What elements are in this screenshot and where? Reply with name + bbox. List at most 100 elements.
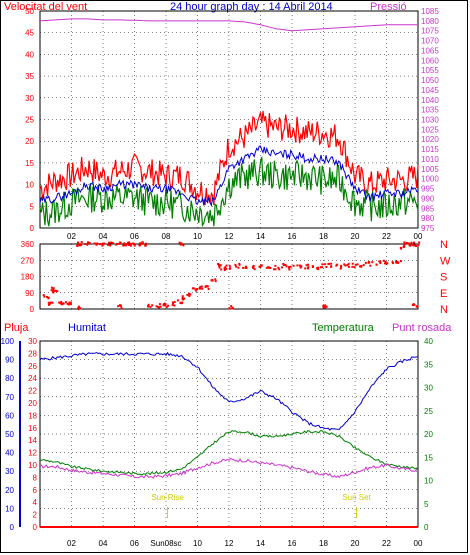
direction-point — [335, 264, 338, 267]
direction-point — [47, 296, 50, 299]
x-tick-label-top: 02 — [67, 232, 76, 241]
dew-point-line — [39, 457, 419, 479]
direction-point — [396, 260, 399, 263]
direction-point — [230, 305, 233, 308]
direction-point — [330, 265, 333, 268]
x-tick-label-top: 08 — [162, 232, 171, 241]
direction-point — [405, 242, 408, 244]
direction-point — [321, 266, 324, 269]
direction-point — [51, 289, 54, 292]
direction-point — [178, 241, 181, 244]
wind-average-line — [39, 145, 419, 207]
rain-y-tick-label: 6 — [33, 486, 38, 495]
x-tick-label-lower: 14 — [256, 539, 265, 548]
direction-point — [245, 265, 247, 268]
rain-y-tick-label: 2 — [33, 511, 38, 520]
direction-point — [48, 302, 51, 305]
direction-point — [179, 243, 182, 246]
pressure-y-tick-label: 1005 — [421, 165, 439, 174]
direction-point — [224, 266, 227, 269]
direction-point — [340, 264, 343, 267]
direction-letter-label: E — [440, 288, 447, 300]
direction-point — [118, 242, 121, 245]
humidity-line — [39, 351, 419, 431]
wind-y-tick-label: 25 — [25, 116, 34, 125]
pressure-y-tick-label: 1020 — [421, 135, 439, 144]
direction-point — [125, 243, 127, 246]
direction-point — [354, 263, 357, 266]
direction-point — [292, 264, 295, 267]
direction-point — [84, 243, 87, 245]
direction-point — [207, 288, 210, 290]
direction-point — [77, 308, 80, 311]
direction-point — [347, 262, 350, 265]
direction-point — [199, 285, 202, 288]
direction-point — [356, 263, 359, 266]
direction-point — [296, 264, 299, 267]
direction-point — [322, 306, 325, 309]
humidity-y-tick-label: 100 — [1, 337, 15, 346]
humidity-y-tick-label: 90 — [5, 356, 14, 365]
direction-point — [181, 298, 184, 301]
humidity-y-tick-label: 80 — [5, 374, 14, 383]
direction-point — [47, 301, 50, 304]
direction-point — [50, 289, 53, 292]
direction-point — [96, 242, 99, 245]
direction-point — [242, 266, 245, 269]
direction-point — [107, 243, 109, 246]
pressure-y-tick-label: 1015 — [421, 145, 439, 154]
direction-point — [164, 304, 167, 307]
direction-point — [395, 260, 397, 263]
temperature-line — [39, 430, 419, 476]
direction-point — [321, 263, 324, 266]
direction-point — [223, 267, 226, 270]
direction-point — [322, 304, 325, 307]
humidity-y-tick-label: 30 — [5, 467, 14, 476]
direction-point — [228, 265, 231, 268]
direction-point — [46, 296, 48, 298]
direction-point — [53, 289, 56, 292]
direction-point — [298, 264, 301, 267]
x-tick-label-lower: 10 — [193, 539, 202, 548]
direction-point — [324, 306, 327, 309]
direction-point — [403, 241, 406, 244]
direction-point — [201, 287, 204, 290]
direction-point — [273, 268, 276, 271]
direction-point — [110, 241, 113, 244]
direction-point — [281, 266, 283, 269]
direction-point — [141, 242, 144, 245]
direction-point — [245, 266, 248, 269]
direction-point — [346, 264, 349, 267]
direction-point — [68, 301, 71, 304]
direction-y-tick-label: 0 — [30, 305, 35, 314]
x-tick-label-lower: 18 — [319, 539, 328, 548]
direction-point — [50, 286, 53, 289]
direction-point — [364, 261, 367, 264]
direction-point — [186, 293, 189, 296]
direction-letter-label: N — [440, 304, 448, 316]
direction-point — [99, 243, 101, 246]
x-tick-label-lower: 04 — [99, 539, 108, 548]
direction-point — [204, 285, 207, 288]
direction-point — [369, 264, 372, 267]
direction-point — [415, 305, 418, 308]
direction-point — [77, 243, 80, 246]
x-tick-label-lower: 02 — [67, 539, 76, 548]
direction-point — [188, 295, 191, 298]
direction-point — [69, 303, 72, 306]
rain-y-tick-label: 14 — [28, 436, 37, 445]
direction-point — [181, 295, 184, 298]
x-tick-label-lower: 12 — [225, 539, 234, 548]
direction-point — [188, 293, 191, 296]
direction-point — [88, 242, 91, 244]
direction-point — [120, 307, 123, 310]
direction-point — [324, 304, 327, 307]
direction-point — [219, 264, 222, 267]
direction-point — [133, 244, 136, 247]
direction-point — [403, 245, 406, 248]
direction-y-tick-label: 90 — [25, 289, 34, 298]
direction-point — [343, 263, 346, 266]
direction-point — [415, 245, 417, 247]
